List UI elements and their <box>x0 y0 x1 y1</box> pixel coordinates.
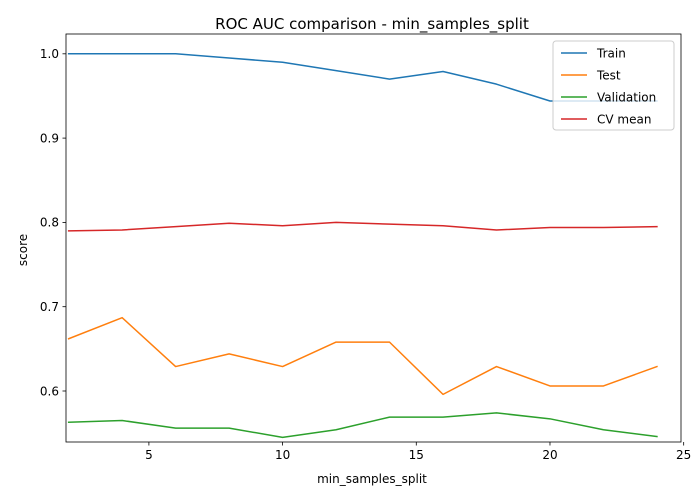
axes: 5 10 15 20 25 0.6 0.7 0.8 0.9 1.0 <box>40 33 691 462</box>
plot-frame <box>65 33 682 443</box>
y-tick-label: 0.6 <box>40 384 59 398</box>
series-line-cv-mean <box>67 221 658 232</box>
legend-label-train: Train <box>596 46 626 60</box>
legend-box <box>552 40 675 131</box>
chart-title: ROC AUC comparison - min_samples_split <box>215 15 529 34</box>
y-tick-label: 0.7 <box>40 300 59 314</box>
x-tick-label: 10 <box>275 448 290 462</box>
legend: Train Test Validation CV mean <box>552 40 675 131</box>
legend-label-test: Test <box>596 68 621 82</box>
y-tick-label: 0.9 <box>40 131 59 145</box>
x-tick-label: 15 <box>409 448 424 462</box>
x-tick-label: 20 <box>542 448 557 462</box>
legend-label-cv-mean: CV mean <box>597 112 651 126</box>
series-line-test <box>67 316 658 396</box>
series-line-validation <box>67 412 658 439</box>
x-axis-label: min_samples_split <box>317 472 427 486</box>
y-tick-label: 0.8 <box>40 216 59 230</box>
x-tick-label: 5 <box>145 448 153 462</box>
x-tick-label: 25 <box>676 448 691 462</box>
y-axis-label: score <box>16 234 30 266</box>
y-tick-label: 1.0 <box>40 47 59 61</box>
legend-label-validation: Validation <box>597 90 656 104</box>
